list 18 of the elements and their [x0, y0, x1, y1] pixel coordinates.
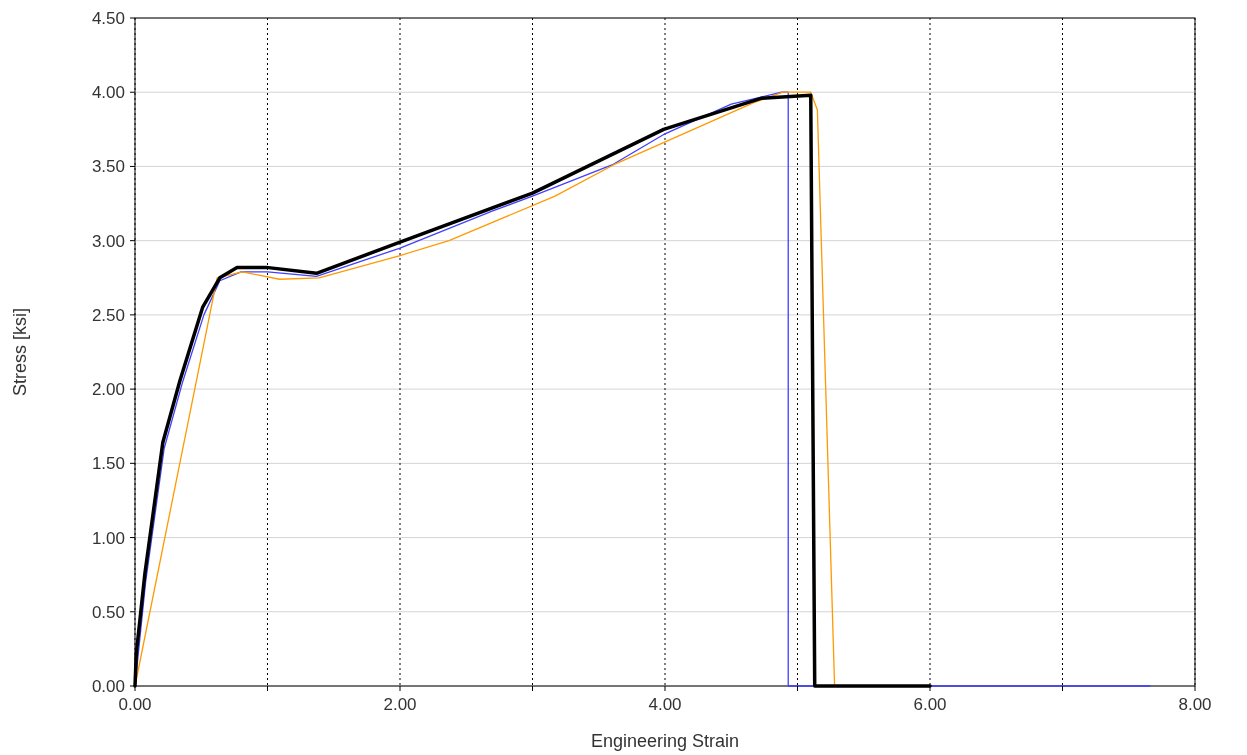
y-tick-label: 3.50: [91, 157, 125, 177]
x-tick-label: 0.00: [118, 695, 152, 714]
x-tick-label: 8.00: [1178, 695, 1212, 714]
y-axis-title: Stress [ksi]: [10, 307, 30, 397]
y-tick-label: 3.00: [91, 231, 125, 251]
x-tick-label: 2.00: [383, 695, 417, 714]
y-tick-label: 0.50: [91, 602, 125, 622]
x-tick-label: 6.00: [913, 695, 947, 714]
x-axis-title: Engineering Strain: [590, 731, 740, 751]
y-tick-label: 1.00: [91, 528, 125, 548]
y-tick-label: 4.00: [91, 83, 125, 103]
x-tick-label: 4.00: [648, 695, 682, 714]
y-tick-label: 1.50: [91, 454, 125, 474]
y-tick-label: 0.00: [91, 676, 125, 696]
y-tick-label: 2.00: [91, 380, 125, 400]
line-series: [134, 91, 1151, 687]
y-tick-label: 2.50: [91, 305, 125, 325]
y-tick-label: 4.50: [91, 8, 125, 28]
